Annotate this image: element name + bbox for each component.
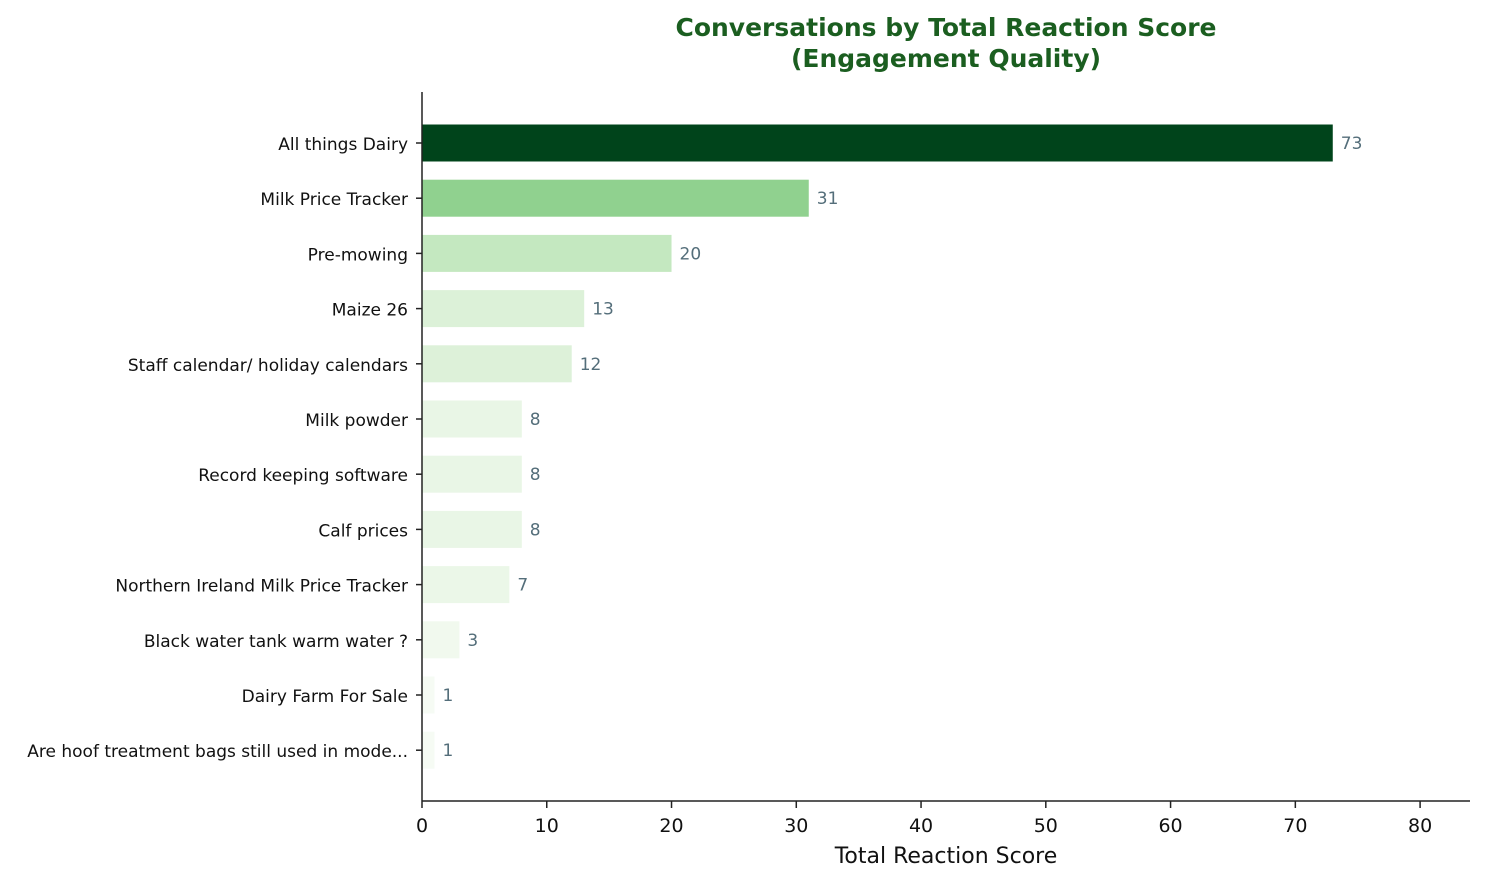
bar xyxy=(422,621,460,659)
category-label: Milk Price Tracker xyxy=(260,190,408,210)
x-tick-label: 20 xyxy=(659,815,683,837)
category-label: Calf prices xyxy=(318,521,408,541)
x-tick-label: 0 xyxy=(416,815,428,837)
bars-group xyxy=(422,124,1333,769)
bar xyxy=(422,345,572,383)
bar xyxy=(422,290,585,328)
category-label: Pre-mowing xyxy=(308,245,408,265)
x-tick-label: 40 xyxy=(909,815,933,837)
value-label: 3 xyxy=(467,631,478,651)
value-label: 31 xyxy=(817,189,839,209)
chart-title: Conversations by Total Reaction Score xyxy=(675,13,1216,42)
value-label: 1 xyxy=(442,741,453,761)
category-label: All things Dairy xyxy=(278,135,408,155)
bar xyxy=(422,455,522,493)
value-label: 8 xyxy=(530,520,541,540)
category-label: Maize 26 xyxy=(332,301,408,321)
category-label: Are hoof treatment bags still used in mo… xyxy=(27,742,408,762)
category-label: Milk powder xyxy=(305,411,408,431)
axes: 0 10 20 30 40 50 60 70 80 xyxy=(416,92,1470,837)
bar xyxy=(422,400,522,438)
category-labels: All things Dairy Milk Price Tracker Pre-mo… xyxy=(27,135,408,762)
x-tick-label: 70 xyxy=(1283,815,1307,837)
category-label: Record keeping software xyxy=(198,466,408,486)
value-label: 1 xyxy=(442,686,453,706)
value-label: 20 xyxy=(680,244,702,264)
bar xyxy=(422,676,435,714)
category-label: Black water tank warm water ? xyxy=(144,632,408,652)
x-tick-label: 10 xyxy=(535,815,559,837)
x-tick-label: 50 xyxy=(1034,815,1058,837)
x-axis-label: Total Reaction Score xyxy=(834,844,1058,869)
value-label: 73 xyxy=(1341,134,1363,154)
value-label: 8 xyxy=(530,465,541,485)
category-label: Staff calendar/ holiday calendars xyxy=(128,356,408,376)
bar xyxy=(422,731,435,769)
value-label: 8 xyxy=(530,410,541,430)
value-label: 13 xyxy=(592,300,614,320)
x-tick-label: 30 xyxy=(784,815,808,837)
x-tick-label: 60 xyxy=(1158,815,1182,837)
value-label: 7 xyxy=(517,576,528,596)
value-label: 12 xyxy=(580,355,602,375)
category-label: Dairy Farm For Sale xyxy=(242,687,408,707)
x-tick-label: 80 xyxy=(1408,815,1432,837)
category-label: Northern Ireland Milk Price Tracker xyxy=(115,577,408,597)
bar xyxy=(422,566,510,604)
bar xyxy=(422,510,522,548)
bar xyxy=(422,234,672,272)
bar xyxy=(422,124,1333,162)
bar xyxy=(422,179,809,217)
chart-subtitle: (Engagement Quality) xyxy=(791,44,1101,73)
